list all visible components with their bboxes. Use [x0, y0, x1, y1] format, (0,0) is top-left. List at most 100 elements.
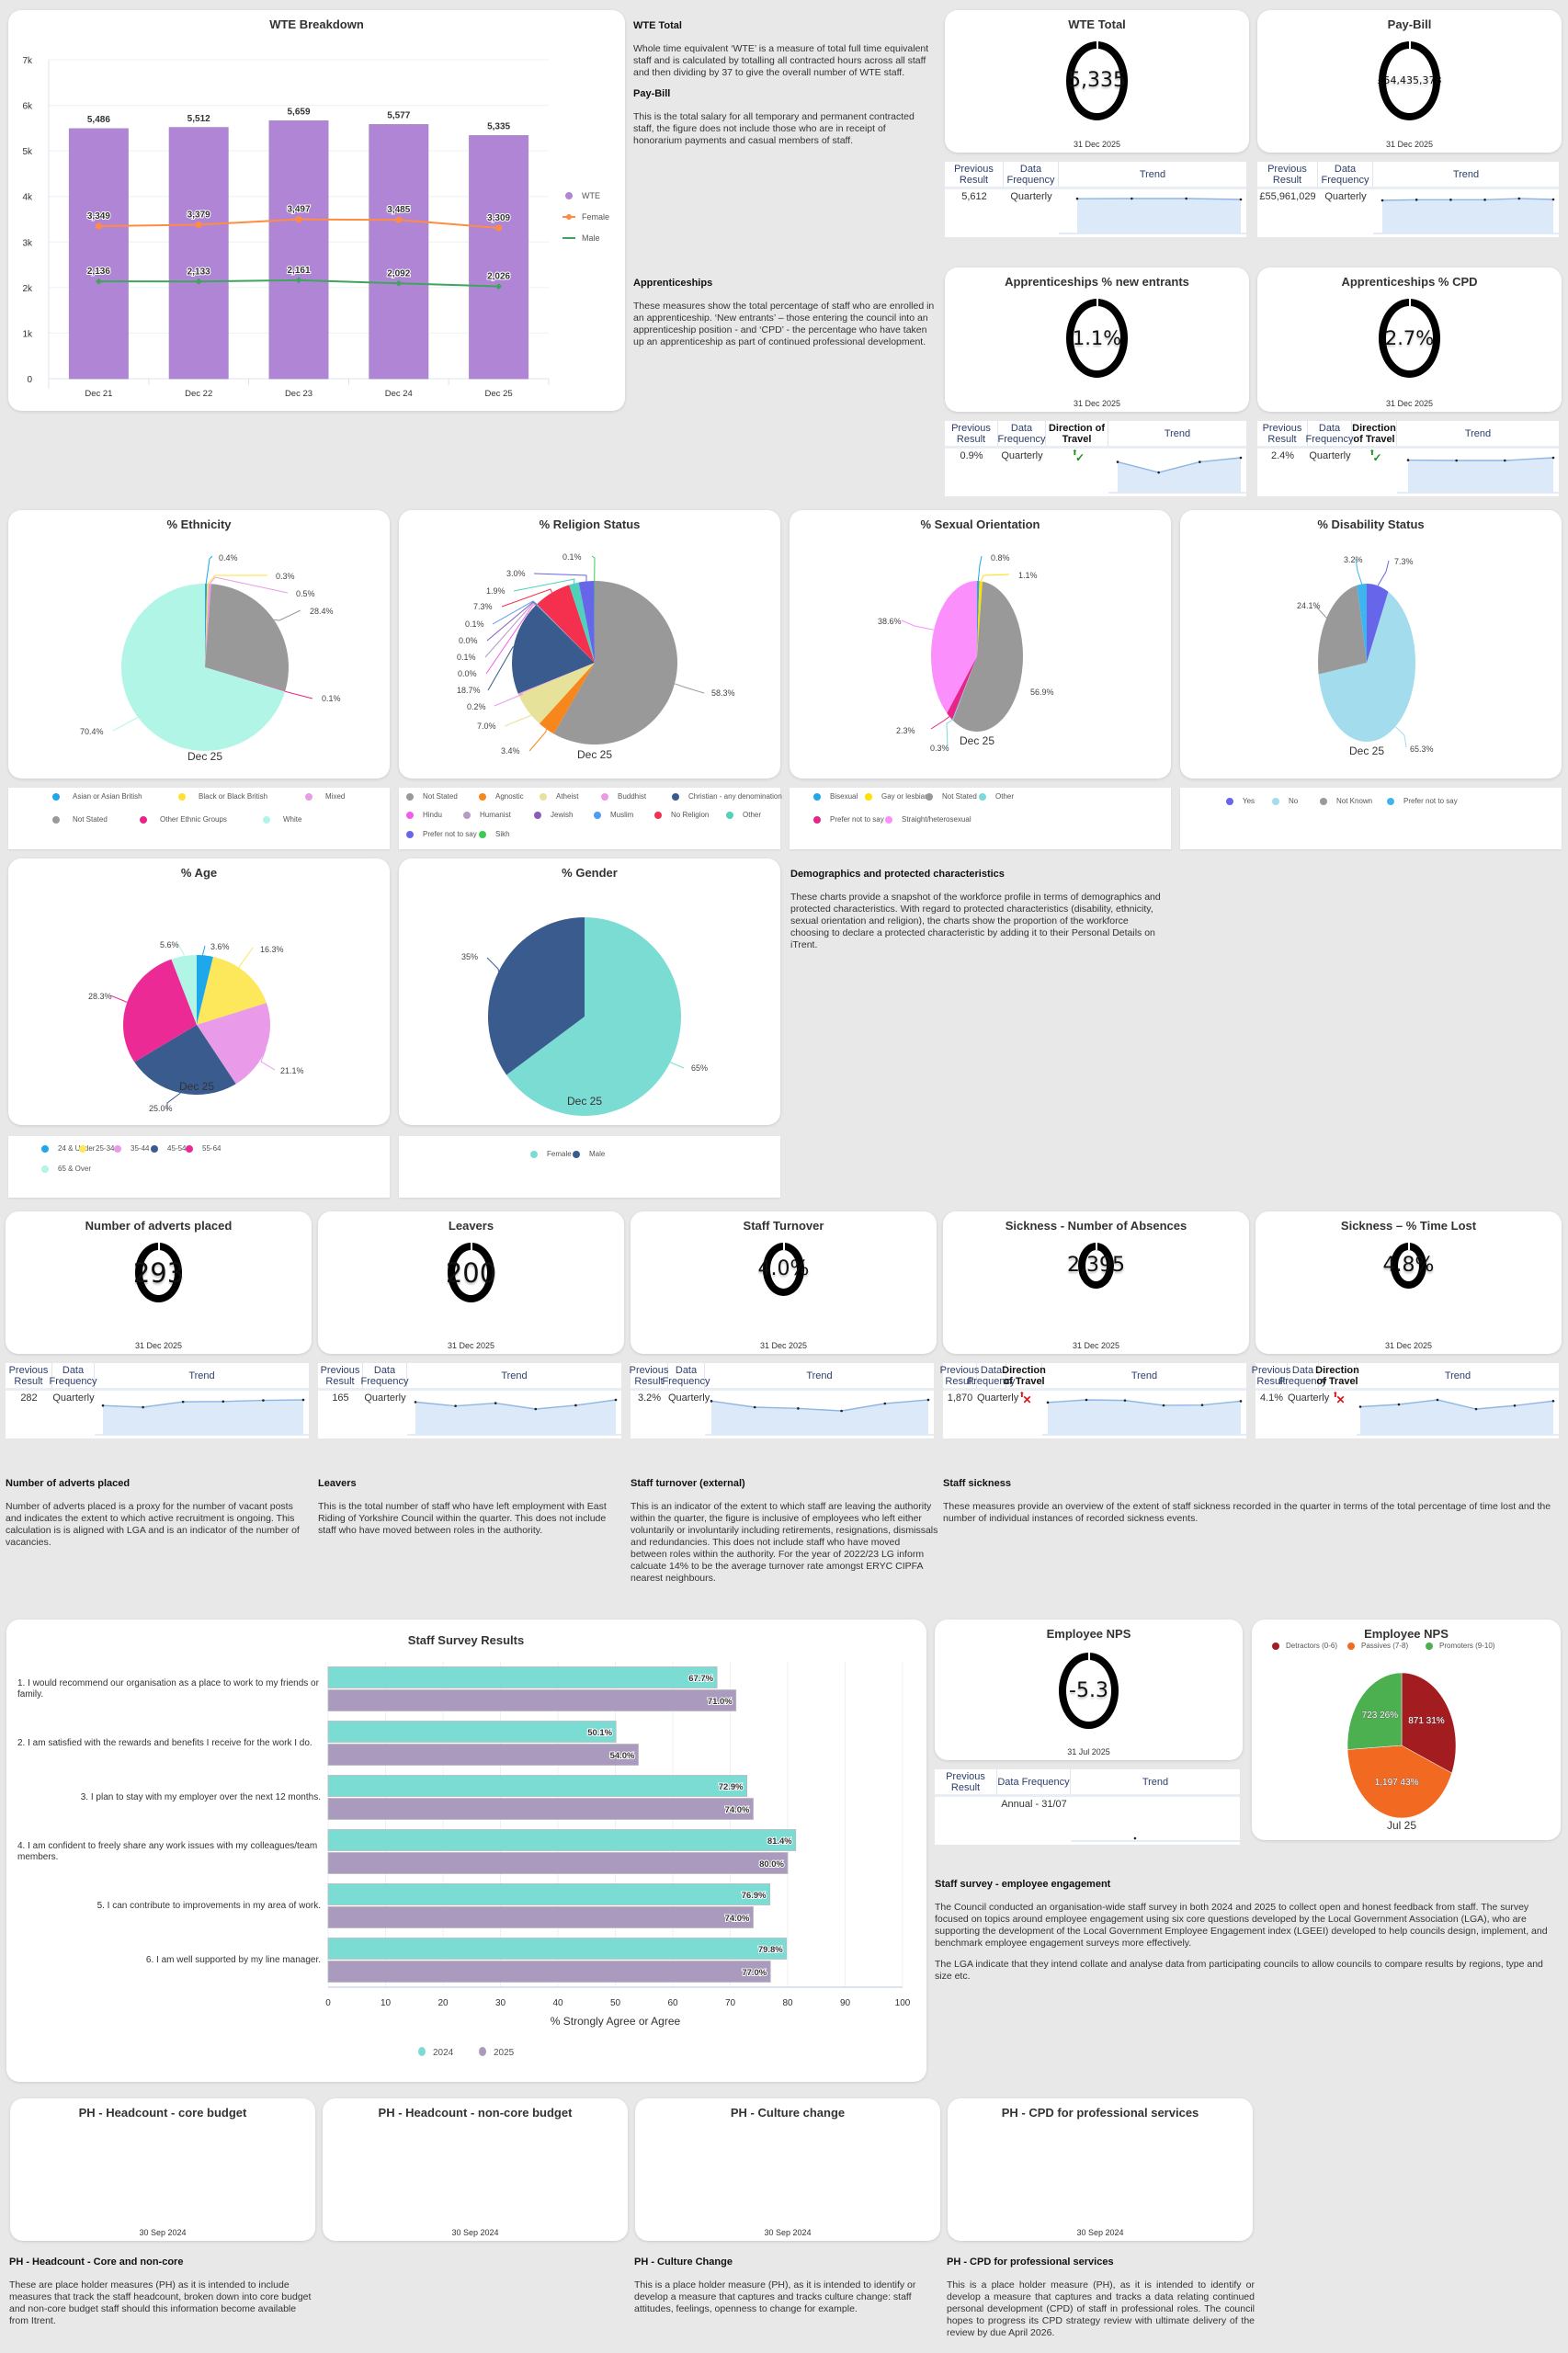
pie-slice[interactable] — [1318, 591, 1415, 742]
female-point[interactable] — [495, 224, 503, 232]
survey-bar-2025[interactable] — [327, 1906, 754, 1928]
pie-slice[interactable] — [952, 581, 1023, 732]
legend-item[interactable]: Prefer not to say — [406, 830, 477, 838]
trend-point[interactable] — [181, 1400, 185, 1404]
trend-point[interactable] — [1162, 1404, 1165, 1407]
survey-bar-2025[interactable] — [327, 1689, 737, 1711]
trend-point[interactable] — [1085, 1398, 1088, 1402]
trend-point[interactable] — [1123, 1399, 1127, 1402]
male-point[interactable] — [95, 278, 102, 285]
legend-item[interactable]: White — [263, 815, 301, 824]
male-point[interactable] — [495, 283, 503, 290]
legend-item[interactable]: Buddhist — [601, 792, 646, 801]
trend-point[interactable] — [753, 1405, 756, 1409]
trend-point[interactable] — [1199, 460, 1201, 463]
pie-slice[interactable] — [578, 581, 595, 663]
male-point[interactable] — [295, 277, 302, 284]
trend-point[interactable] — [1133, 1836, 1137, 1840]
legend-item[interactable]: Bisexual — [813, 792, 858, 801]
pie-slice[interactable] — [518, 663, 595, 724]
pie-slice[interactable] — [947, 656, 977, 720]
wte-bar[interactable] — [68, 128, 129, 380]
trend-point[interactable] — [1200, 1404, 1204, 1406]
survey-bar-2024[interactable] — [327, 1883, 771, 1905]
legend-item[interactable]: Agnostic — [479, 792, 524, 801]
legend-item[interactable]: Christian - any denomination — [672, 792, 782, 801]
trend-point[interactable] — [926, 1398, 930, 1402]
legend-item[interactable]: Other Ethnic Groups — [140, 815, 227, 824]
wte-bar[interactable] — [369, 124, 429, 380]
female-point[interactable] — [295, 216, 302, 223]
legend-item[interactable]: Other — [726, 811, 761, 819]
trend-point[interactable] — [534, 1407, 538, 1411]
trend-point[interactable] — [1358, 1405, 1362, 1408]
survey-bar-2024[interactable] — [327, 1829, 797, 1851]
legend-item[interactable]: Not Stated — [52, 815, 108, 824]
legend-item[interactable]: Other — [979, 792, 1014, 801]
trend-point[interactable] — [1116, 460, 1119, 463]
trend-point[interactable] — [1381, 199, 1384, 202]
trend-point[interactable] — [1513, 1404, 1517, 1407]
legend-item[interactable]: Atheist — [540, 792, 578, 801]
pie-slice[interactable] — [488, 917, 585, 1075]
pie-slice[interactable] — [553, 581, 677, 745]
legend-item[interactable]: Not Stated — [406, 792, 458, 801]
legend-item[interactable]: Prefer not to say — [1387, 797, 1458, 805]
trend-point[interactable] — [1436, 1398, 1439, 1402]
legend-item[interactable]: 45-54 — [151, 1144, 186, 1153]
pie-slice[interactable] — [506, 917, 681, 1116]
legend-item[interactable]: Male — [573, 1150, 605, 1158]
male-point[interactable] — [395, 279, 403, 287]
trend-point[interactable] — [222, 1400, 225, 1404]
trend-point[interactable] — [1075, 197, 1079, 200]
trend-point[interactable] — [1474, 1407, 1478, 1411]
pie-slice[interactable] — [1357, 584, 1367, 663]
legend-item[interactable]: No Religion — [654, 811, 709, 819]
legend-label[interactable]: 2024 — [433, 2048, 454, 2058]
trend-point[interactable] — [1551, 1399, 1555, 1403]
trend-point[interactable] — [1455, 459, 1458, 462]
trend-point[interactable] — [1483, 199, 1486, 201]
trend-point[interactable] — [1157, 471, 1160, 474]
legend-item[interactable]: 24 & Under — [41, 1144, 95, 1153]
legend-item[interactable]: Hindu — [406, 811, 442, 819]
wte-bar[interactable] — [168, 127, 229, 380]
legend-item[interactable]: No — [1272, 797, 1298, 805]
legend-male-label[interactable]: Male — [582, 233, 600, 243]
wte-bar[interactable] — [469, 135, 529, 380]
legend-item[interactable]: 55-64 — [186, 1144, 221, 1153]
trend-point[interactable] — [1415, 199, 1418, 201]
male-point[interactable] — [195, 278, 202, 285]
legend-item[interactable]: Yes — [1226, 797, 1255, 805]
pie-slice[interactable] — [134, 1025, 236, 1095]
survey-bar-2025[interactable] — [327, 1744, 639, 1766]
female-point[interactable] — [395, 216, 403, 223]
pie-slice[interactable] — [120, 584, 286, 751]
wte-bar[interactable] — [268, 119, 329, 380]
trend-point[interactable] — [454, 1404, 457, 1407]
legend-item[interactable]: Humanist — [463, 811, 511, 819]
survey-bar-2024[interactable] — [327, 1666, 718, 1688]
pie-slice[interactable] — [1401, 1672, 1457, 1774]
trend-point[interactable] — [1406, 459, 1410, 461]
pie-slice[interactable] — [512, 605, 595, 694]
pie-slice[interactable] — [536, 604, 595, 663]
survey-bar-2024[interactable] — [327, 1721, 617, 1743]
legend-item[interactable]: Not Known — [1320, 797, 1372, 805]
legend-item[interactable]: Muslim — [594, 811, 633, 819]
trend-point[interactable] — [710, 1400, 713, 1403]
legend-item[interactable]: Jewish — [534, 811, 573, 819]
pie-slice[interactable] — [171, 955, 197, 1025]
trend-point[interactable] — [494, 1402, 497, 1404]
trend-point[interactable] — [1131, 197, 1133, 200]
female-point[interactable] — [95, 222, 102, 230]
pie-slice[interactable] — [1318, 585, 1367, 675]
trend-point[interactable] — [1397, 1403, 1401, 1406]
legend-item[interactable]: Black or Black British — [178, 792, 267, 801]
pie-slice[interactable] — [205, 584, 209, 667]
pie-slice[interactable] — [205, 584, 211, 667]
trend-point[interactable] — [1239, 198, 1243, 201]
pie-slice[interactable] — [205, 584, 289, 691]
survey-bar-2024[interactable] — [327, 1775, 748, 1797]
trend-point[interactable] — [142, 1405, 144, 1409]
